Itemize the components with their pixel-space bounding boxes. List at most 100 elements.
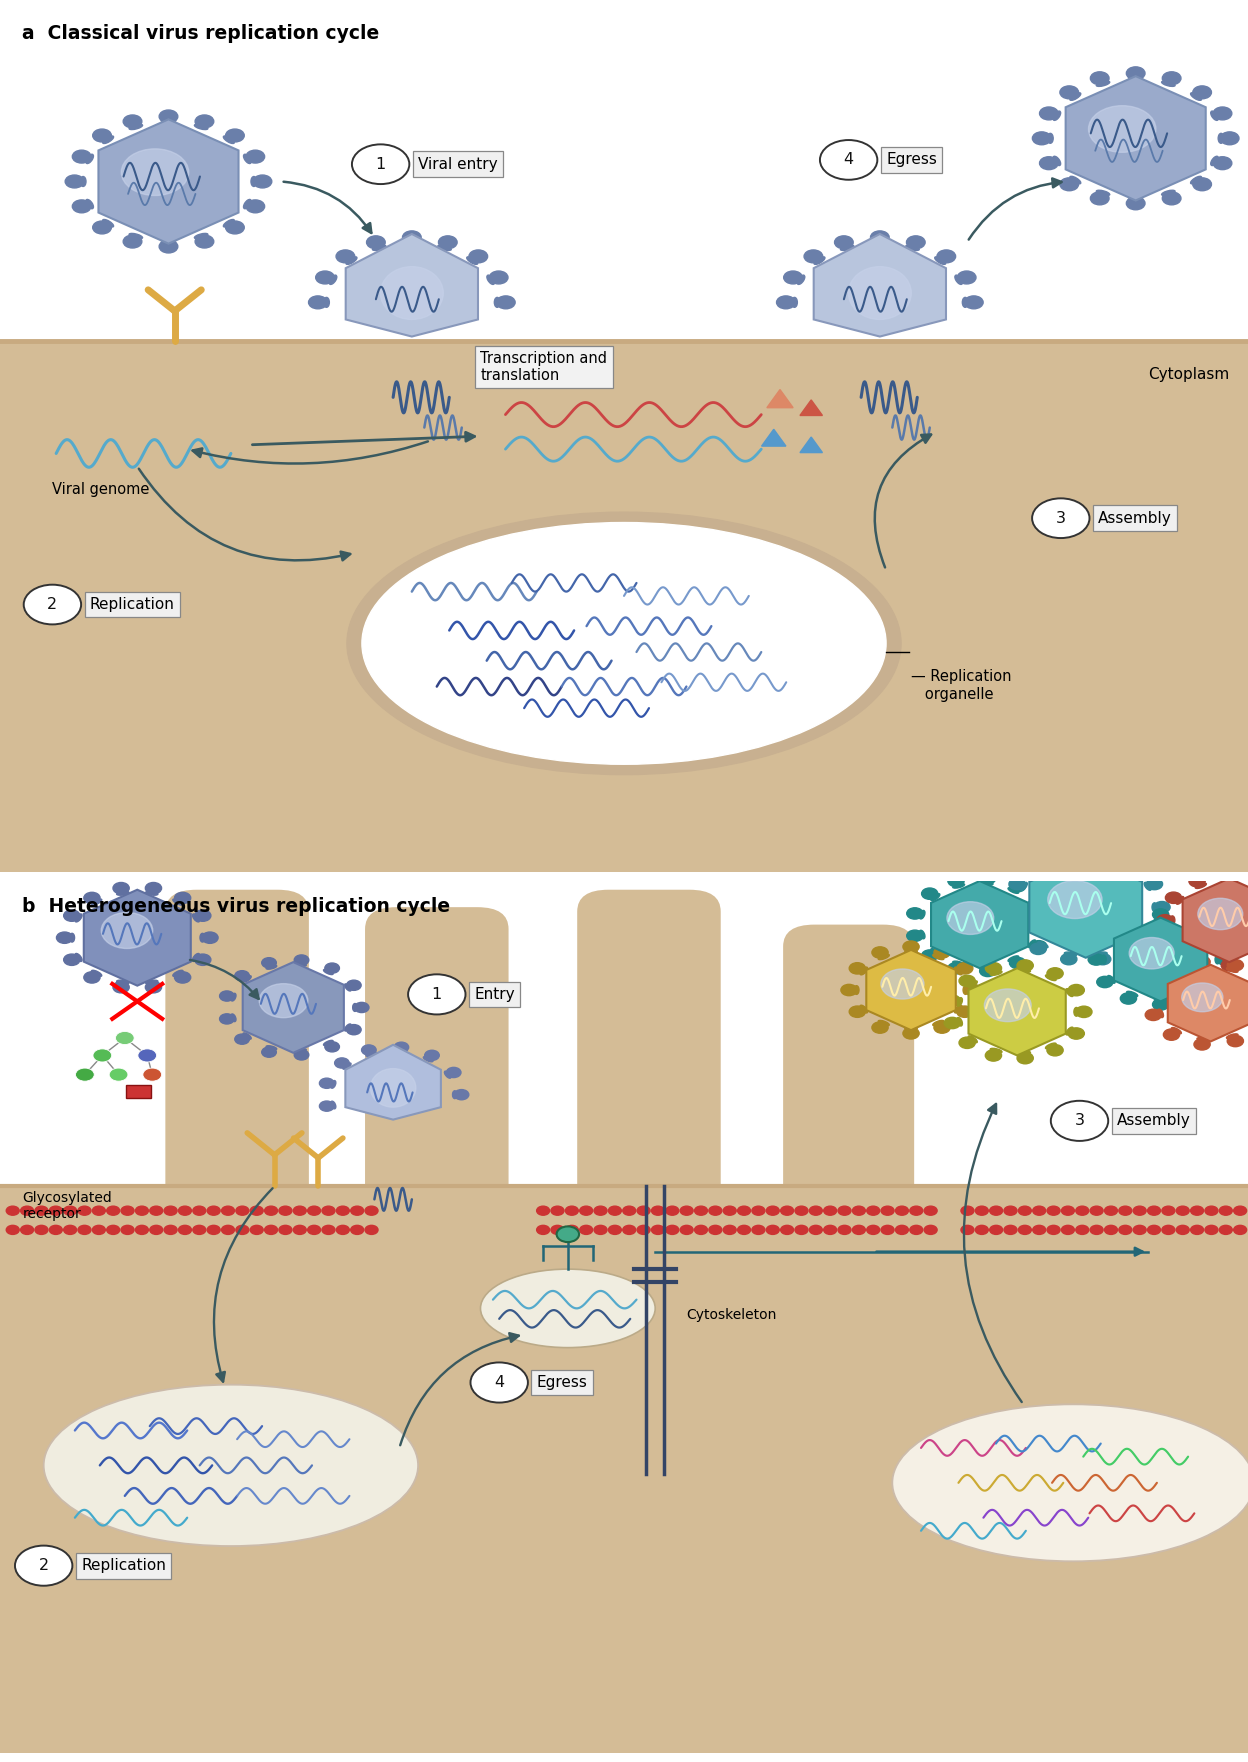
Circle shape — [136, 1207, 149, 1216]
Ellipse shape — [329, 275, 337, 284]
Circle shape — [235, 1034, 250, 1045]
Ellipse shape — [192, 914, 200, 922]
Circle shape — [948, 876, 965, 886]
Circle shape — [1091, 1207, 1103, 1216]
Circle shape — [447, 1068, 461, 1078]
Circle shape — [1076, 1006, 1092, 1017]
Circle shape — [308, 1225, 321, 1235]
Ellipse shape — [1172, 1027, 1182, 1034]
Circle shape — [65, 174, 84, 189]
Circle shape — [1193, 178, 1212, 190]
Ellipse shape — [1191, 93, 1202, 100]
Circle shape — [557, 1226, 579, 1242]
Ellipse shape — [323, 969, 333, 974]
Circle shape — [1206, 1225, 1218, 1235]
Text: 1: 1 — [376, 157, 386, 171]
Circle shape — [1051, 1101, 1108, 1142]
Circle shape — [367, 236, 386, 248]
Circle shape — [623, 1225, 635, 1235]
Circle shape — [1104, 1207, 1117, 1216]
Circle shape — [839, 1225, 851, 1235]
Circle shape — [226, 220, 245, 234]
Ellipse shape — [467, 257, 478, 264]
Circle shape — [21, 1225, 34, 1235]
Circle shape — [1062, 1225, 1075, 1235]
Ellipse shape — [1047, 134, 1053, 143]
Text: Glycosylated
receptor: Glycosylated receptor — [22, 1191, 112, 1221]
Polygon shape — [84, 890, 191, 985]
Text: — Replication
   organelle: — Replication organelle — [911, 670, 1012, 701]
Polygon shape — [346, 1045, 441, 1119]
Circle shape — [957, 1006, 973, 1017]
Circle shape — [1018, 1207, 1031, 1216]
Text: 2: 2 — [47, 597, 57, 611]
Circle shape — [92, 1048, 112, 1062]
Circle shape — [934, 946, 950, 959]
Circle shape — [1166, 892, 1182, 904]
Circle shape — [1221, 870, 1238, 881]
Ellipse shape — [920, 930, 925, 939]
Text: 2: 2 — [39, 1558, 49, 1573]
Circle shape — [64, 953, 80, 966]
Text: Cytoskeleton: Cytoskeleton — [686, 1309, 776, 1322]
Circle shape — [1194, 957, 1211, 967]
Circle shape — [1157, 914, 1173, 925]
Ellipse shape — [331, 1101, 336, 1108]
Ellipse shape — [1223, 879, 1236, 883]
Circle shape — [1133, 1225, 1146, 1235]
Circle shape — [638, 1207, 650, 1216]
Circle shape — [76, 1068, 95, 1082]
Circle shape — [84, 892, 100, 904]
Circle shape — [137, 1048, 157, 1062]
Ellipse shape — [1123, 941, 1133, 948]
Ellipse shape — [251, 176, 257, 187]
Circle shape — [579, 1207, 593, 1216]
Ellipse shape — [1211, 111, 1218, 120]
Circle shape — [1189, 876, 1206, 886]
Circle shape — [766, 1207, 779, 1216]
Ellipse shape — [1216, 955, 1221, 964]
Ellipse shape — [1206, 976, 1214, 983]
Circle shape — [594, 1207, 607, 1216]
Text: Viral genome: Viral genome — [52, 483, 150, 497]
Circle shape — [810, 1207, 822, 1216]
Circle shape — [1177, 1225, 1189, 1235]
Circle shape — [1208, 932, 1224, 943]
Circle shape — [1008, 925, 1025, 936]
Circle shape — [609, 1207, 622, 1216]
Ellipse shape — [952, 960, 965, 966]
Circle shape — [945, 1017, 961, 1029]
Circle shape — [738, 1207, 750, 1216]
Circle shape — [945, 996, 961, 1006]
Circle shape — [907, 930, 924, 941]
Ellipse shape — [438, 245, 452, 250]
Circle shape — [961, 1207, 973, 1216]
Ellipse shape — [1038, 941, 1048, 948]
Ellipse shape — [1021, 923, 1027, 932]
Ellipse shape — [353, 1004, 357, 1011]
Ellipse shape — [343, 1062, 351, 1070]
Circle shape — [64, 1207, 76, 1216]
Circle shape — [896, 1225, 909, 1235]
Ellipse shape — [797, 275, 805, 284]
Circle shape — [175, 892, 191, 904]
Ellipse shape — [266, 966, 277, 969]
Circle shape — [766, 1225, 779, 1235]
Ellipse shape — [968, 1036, 977, 1043]
Ellipse shape — [394, 1050, 406, 1054]
Ellipse shape — [161, 238, 176, 243]
Circle shape — [251, 1225, 263, 1235]
Circle shape — [351, 1225, 363, 1235]
Circle shape — [1091, 72, 1109, 85]
Circle shape — [1031, 941, 1047, 951]
Ellipse shape — [243, 976, 251, 981]
FancyBboxPatch shape — [165, 890, 310, 1212]
Circle shape — [246, 199, 265, 213]
Ellipse shape — [1107, 936, 1116, 943]
Ellipse shape — [172, 971, 183, 976]
Circle shape — [1127, 197, 1144, 210]
Circle shape — [150, 1225, 162, 1235]
Circle shape — [784, 271, 802, 284]
Ellipse shape — [223, 136, 235, 143]
Ellipse shape — [200, 934, 205, 943]
